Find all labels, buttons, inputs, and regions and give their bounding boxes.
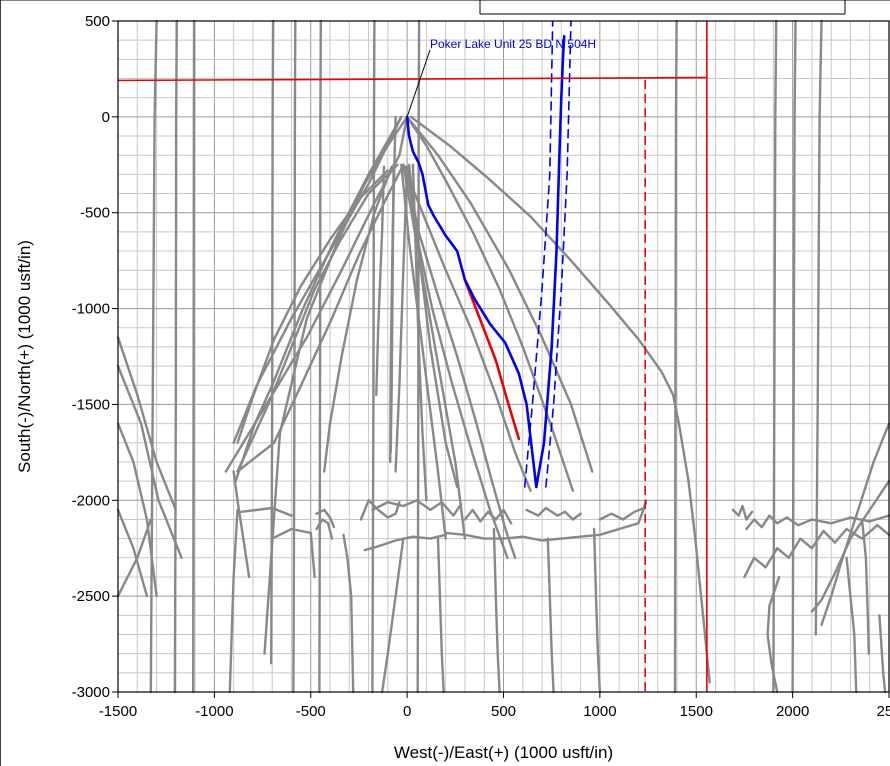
offset-well-path: [492, 527, 501, 694]
offset-well-path: [116, 336, 178, 512]
annotation: Poker Lake Unit 25 BD N 504H: [406, 37, 596, 118]
offset-well-path: [173, 19, 179, 694]
offset-well-path: [525, 506, 582, 521]
offset-well-path: [444, 501, 648, 542]
y-tick-label: -500: [80, 205, 110, 222]
y-tick-label: -3000: [72, 684, 110, 701]
offset-well-path: [342, 533, 355, 694]
offset-well-path: [416, 19, 421, 694]
plan-path: [463, 278, 521, 441]
offset-well-path: [405, 115, 575, 492]
x-tick-label: -1000: [195, 703, 233, 720]
offset-well-path: [731, 504, 754, 521]
offset-well-path: [860, 518, 870, 655]
offset-well-path: [149, 19, 158, 694]
offset-well-path: [409, 115, 681, 425]
x-tick-label: 250: [876, 703, 890, 720]
x-tick-label: 2000: [776, 703, 809, 720]
y-tick-label: -1000: [72, 301, 110, 318]
y-tick-label: -2500: [72, 588, 110, 605]
annotation-label: Poker Lake Unit 25 BD N 504H: [430, 37, 596, 51]
subject-well-lateral: [534, 34, 566, 489]
offset-well-path: [232, 470, 251, 579]
offset-well-path: [315, 518, 334, 540]
offset-well-path: [394, 165, 409, 473]
offset-well-path: [318, 19, 322, 694]
offset-well-path: [436, 537, 445, 694]
offset-well-path: [116, 422, 158, 598]
offset-well-path: [743, 524, 890, 579]
x-axis-title: West(-)/East(+) (1000 usft/in): [394, 743, 613, 762]
subject-well-path: [405, 115, 538, 489]
offset-well-path: [546, 537, 555, 694]
offset-well-path: [228, 508, 239, 694]
offset-well-path: [400, 163, 447, 540]
offset-well-path: [810, 479, 890, 613]
uncertainty-envelope: [545, 20, 572, 488]
x-tick-label: 0: [403, 703, 411, 720]
offset-well-path: [271, 527, 316, 579]
offset-well-path: [402, 163, 532, 492]
offset-well-path: [404, 165, 517, 559]
well-paths: [116, 19, 890, 694]
x-tick-label: 1500: [680, 703, 713, 720]
offset-well-path: [375, 165, 386, 396]
offset-well-path: [380, 537, 405, 694]
annotation-leader: [406, 49, 431, 118]
offset-well-path: [236, 169, 389, 444]
offset-well-path: [116, 364, 183, 559]
x-tick-labels: -1500 -1000 -500 0 500 1000 1500 2000 250: [99, 692, 890, 720]
offset-well-path: [315, 508, 336, 529]
offset-well-path: [402, 163, 467, 540]
x-tick-label: 500: [491, 703, 516, 720]
offset-well-path: [463, 508, 513, 525]
x-tick-label: -1500: [99, 703, 137, 720]
offset-well-path: [240, 506, 293, 517]
offset-well-path: [407, 163, 459, 489]
x-tick-label: 1000: [583, 703, 616, 720]
offset-well-path: [116, 518, 153, 598]
offset-well-path: [224, 115, 409, 473]
y-axis-title: South(-)/North(+) (1000 usft/in): [15, 240, 34, 473]
y-tick-labels: 500 0 -500 -1000 -1500 -2000 -2500 -3000: [72, 13, 118, 701]
lease-line-horizontal: [117, 76, 707, 82]
offset-well-path: [292, 19, 297, 694]
offset-well-path: [191, 19, 196, 694]
offset-well-path: [845, 556, 858, 694]
y-tick-label: -1500: [72, 396, 110, 413]
offset-well-path: [878, 614, 887, 694]
offset-well-path: [592, 527, 602, 694]
offset-well-path: [820, 422, 890, 627]
offset-well-path: [677, 422, 711, 684]
offset-well-path: [116, 508, 149, 598]
offset-well-path: [673, 19, 678, 694]
offset-well-path: [772, 19, 778, 694]
x-tick-label: -500: [296, 703, 326, 720]
offset-well-path: [405, 115, 594, 473]
offset-well-path: [791, 19, 797, 694]
offset-well-path: [389, 115, 397, 464]
offset-well-path: [766, 575, 781, 694]
offset-well-path: [323, 165, 393, 473]
offset-well-path: [371, 499, 463, 517]
y-tick-label: 0: [102, 109, 110, 126]
y-tick-label: 500: [85, 13, 110, 30]
offset-well-path: [236, 163, 399, 473]
offset-well-path: [745, 514, 890, 531]
y-tick-label: -2000: [72, 492, 110, 509]
offset-well-path: [359, 499, 401, 521]
